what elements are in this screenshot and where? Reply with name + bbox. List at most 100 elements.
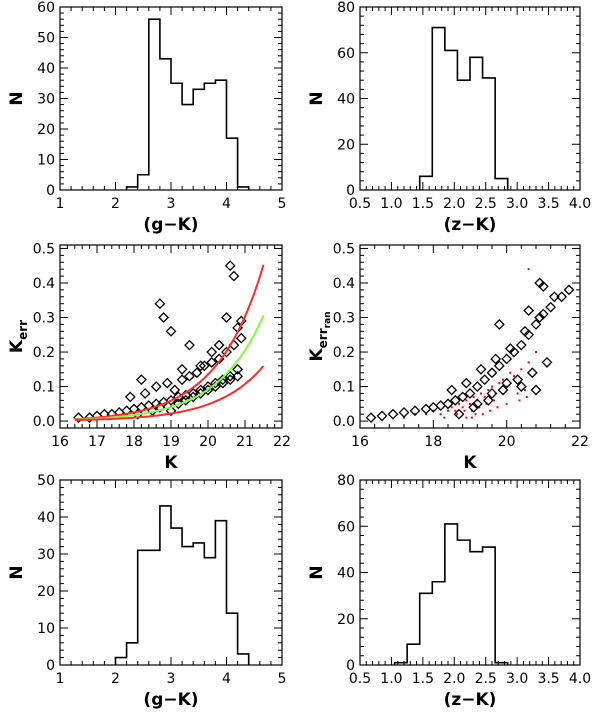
p1-xtick-label: 2 (111, 196, 120, 212)
p3-diamond-point (228, 270, 240, 282)
p4-red-point (476, 399, 479, 402)
p4-red-point (469, 402, 471, 405)
p2-ytick-label: 80 (337, 0, 355, 16)
p3-data-group (73, 260, 265, 424)
p3-diamond-point (224, 370, 236, 382)
p5-xtick-label: 2 (111, 671, 120, 687)
p4-diamond-point (534, 312, 546, 323)
p4-red-point (465, 399, 468, 402)
p4-diamond-point (530, 318, 542, 330)
p3-diamond-point (150, 381, 162, 392)
p4-ytick-label: 0.1 (333, 380, 355, 396)
p6-frame (359, 479, 581, 666)
p4-diamond-point (526, 367, 538, 379)
p2-xlabel: (z−K) (444, 215, 497, 235)
p2-panel: 0.5 1.0 1.5 2.0 2.5 3.0 3.5 4.0 0 20 40 60 80 (z−K) N (307, 0, 591, 235)
p3-xtick-label: 20 (199, 434, 217, 450)
p4-diamond-point (497, 384, 509, 396)
p5-xlabel: (g−K) (143, 690, 198, 710)
p6-ytick-label: 20 (337, 612, 355, 628)
p4-xtick-label: 16 (351, 434, 369, 450)
p4-diamond-point (460, 377, 472, 389)
p4-red-point (463, 409, 466, 412)
p6-xtick-label: 3.5 (537, 671, 559, 687)
p1-ytick-label: 50 (37, 31, 55, 47)
p4-ylabel-subsub: ran (323, 311, 333, 328)
p4-diamond-point (449, 394, 461, 406)
p4-red-point (458, 402, 460, 405)
p3-diamond-point (224, 374, 236, 386)
p4-red-point (461, 406, 464, 409)
p2-ytick-label: 20 (337, 137, 355, 153)
p3-diamond-point (217, 377, 229, 389)
p4-red-point (524, 389, 526, 392)
p3-diamond-point (213, 339, 225, 351)
p1-xlabel: (g−K) (143, 215, 198, 235)
p6-xtick-label: 1.5 (412, 671, 434, 687)
p5-xtick-label: 4 (222, 671, 231, 687)
p1-xtick-label: 5 (278, 196, 287, 212)
p3-diamond-point (139, 388, 151, 399)
p4-red-point (443, 416, 446, 419)
p4-diamond-point (464, 388, 476, 399)
p4-red-point (491, 385, 493, 388)
p2-xtick-label: 0.5 (349, 196, 371, 212)
p3-ylabel: Kerr (7, 320, 30, 353)
p2-xtick-label: 3.5 (537, 196, 559, 212)
p4-red-point (502, 378, 504, 381)
p4-diamond-point (501, 353, 513, 365)
p5-ytick-label: 10 (37, 621, 55, 637)
p1-frame (59, 6, 283, 191)
p4-diamond-point (446, 384, 458, 396)
p4-red-point (474, 413, 477, 416)
p4-diamond-point (376, 410, 388, 422)
p6-ytick-label: 60 (337, 519, 355, 535)
p2-ylabel: N (307, 91, 327, 105)
p6-xtick-label: 1.0 (380, 671, 402, 687)
p4-diamond-point (490, 353, 502, 365)
p4-diamond-point (482, 394, 494, 406)
p3-panel: 16 17 18 19 20 21 22 0.0 0.1 0.2 0.3 0.4 0.5 K Kerr (7, 241, 291, 473)
p4-red-point (432, 409, 435, 412)
p6-xtick-label: 2.5 (475, 671, 497, 687)
p4-ytick-label: 0.5 (333, 241, 355, 257)
p4-xtick-label: 20 (498, 434, 516, 450)
p4-red-point (472, 395, 475, 398)
p4-red-point (480, 392, 482, 395)
p3-diamond-point (184, 339, 195, 351)
p4-red-point (509, 371, 512, 374)
p3-diamond-point (202, 381, 214, 392)
p2-ytick-label: 60 (337, 46, 355, 62)
p3-diamond-point (221, 312, 232, 323)
p4-panel: 16 18 20 22 0.0 0.1 0.2 0.3 0.4 0.5 K Kerrran (307, 241, 589, 473)
p3-diamond-point (161, 377, 173, 389)
p3-ytick-label: 0.0 (33, 414, 55, 430)
p4-diamond-point (493, 318, 505, 330)
p3-xtick-label: 17 (88, 434, 106, 450)
p5-xtick-label: 1 (56, 671, 65, 687)
p4-diamond-point (523, 329, 535, 341)
p5-ylabel: N (7, 565, 27, 579)
p4-diamond-point (442, 398, 454, 410)
p4-ytick-label: 0.2 (333, 345, 355, 361)
p6-ytick-label: 40 (337, 566, 355, 582)
p4-diamond-point (479, 374, 491, 386)
p4-diamond-point (471, 381, 483, 392)
p4-red-point (496, 406, 499, 409)
p5-xtick-label: 3 (167, 671, 176, 687)
p6-panel: 0.5 1.0 1.5 2.0 2.5 3.0 3.5 4.0 0 20 40 60 80 (z−K) N (307, 473, 591, 710)
p3-xtick-label: 19 (162, 434, 180, 450)
p4-diamond-point (523, 305, 535, 317)
p1-ytick-label: 10 (37, 153, 55, 169)
p3-diamond-point (217, 374, 229, 386)
p3-diamond-point (165, 325, 177, 337)
p4-diamond-point (556, 291, 568, 303)
p3-diamond-point (198, 360, 210, 372)
p4-diamond-point (457, 391, 469, 403)
p6-xlabel: (z−K) (444, 690, 497, 710)
p3-diamond-point (73, 412, 84, 424)
p6-ylabel: N (307, 565, 327, 579)
p4-xtick-label: 22 (571, 434, 589, 450)
p4-data-group (365, 268, 575, 424)
